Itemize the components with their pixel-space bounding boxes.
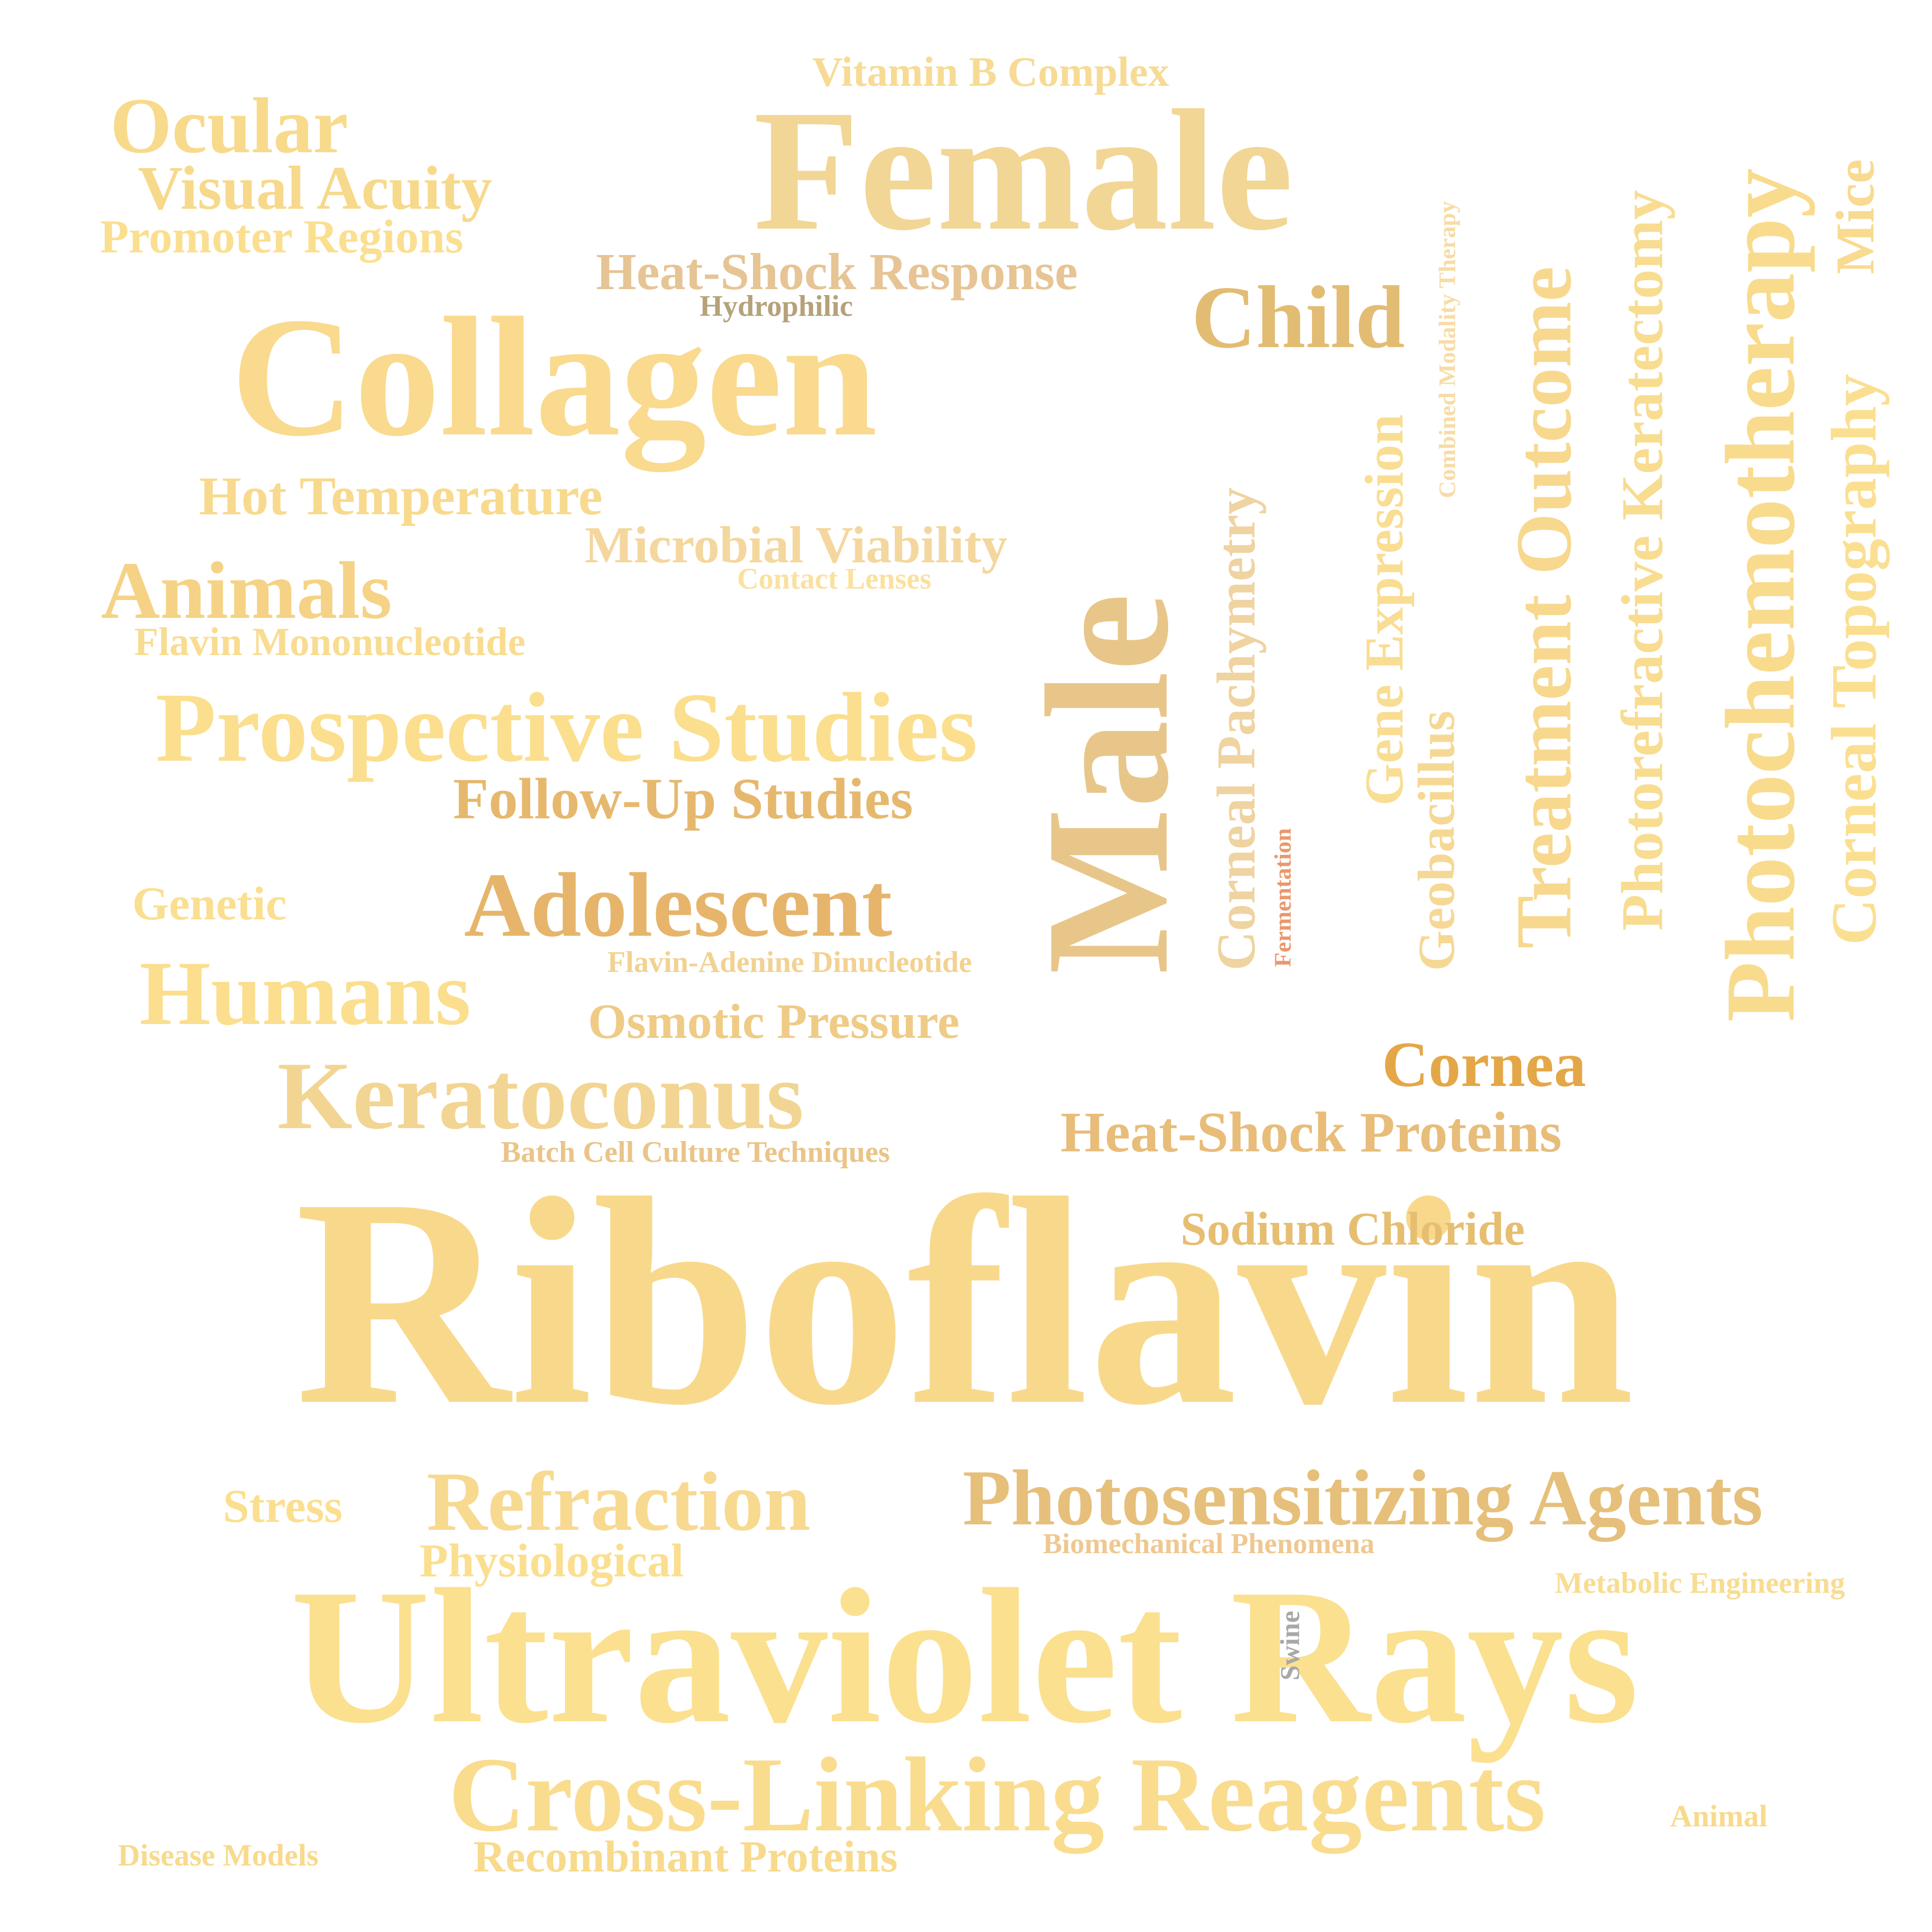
word-ultraviolet-rays: Ultraviolet Rays — [290, 1549, 1639, 1763]
word-gene-expression: Gene Expression — [1354, 414, 1415, 806]
word-flavin-mononucleotide: Flavin Mononucleotide — [134, 620, 526, 664]
word-mice: Mice — [1825, 159, 1886, 275]
word-cornea: Cornea — [1382, 1029, 1586, 1100]
word-hydrophilic: Hydrophilic — [699, 290, 853, 322]
word-child: Child — [1191, 268, 1405, 366]
word-metabolic-engineering: Metabolic Engineering — [1555, 1567, 1845, 1599]
word-batch-cell-culture-techniques: Batch Cell Culture Techniques — [501, 1136, 890, 1168]
word-keratoconus: Keratoconus — [277, 1042, 804, 1149]
word-corneal-pachymetry: Corneal Pachymetry — [1206, 487, 1267, 971]
word-contact-lenses: Contact Lenses — [737, 562, 932, 595]
word-photosensitizing-agents: Photosensitizing Agents — [962, 1453, 1763, 1542]
word-promoter-regions: Promoter Regions — [100, 210, 464, 263]
word-riboflavin: Riboflavin — [295, 1137, 1635, 1466]
word-visual-acuity: Visual Acuity — [138, 154, 493, 223]
word-collagen: Collagen — [231, 282, 877, 472]
word-refraction: Refraction — [427, 1455, 811, 1548]
word-flavin-adenine-dinucleotide: Flavin-Adenine Dinucleotide — [607, 946, 972, 978]
word-heat-shock-response: Heat-Shock Response — [596, 242, 1078, 301]
word-combined-modality-therapy: Combined Modality Therapy — [1434, 201, 1461, 498]
word-microbial-viability: Microbial Viability — [584, 515, 1008, 574]
word-vitamin-b-complex: Vitamin B Complex — [812, 48, 1169, 95]
word-physiological: Physiological — [419, 1534, 684, 1587]
word-hot-temperature: Hot Temperature — [199, 466, 603, 526]
word-geobacillus: Geobacillus — [1407, 710, 1465, 971]
word-sodium-chloride: Sodium Chloride — [1181, 1202, 1525, 1255]
word-ocular: Ocular — [110, 81, 348, 170]
word-adolescent: Adolescent — [464, 854, 892, 956]
word-humans: Humans — [139, 942, 471, 1044]
word-genetic: Genetic — [132, 877, 287, 930]
word-cross-linking-reagents: Cross-Linking Reagents — [448, 1735, 1546, 1854]
word-osmotic-pressure: Osmotic Pressure — [588, 994, 960, 1049]
word-animal: Animal — [1670, 1800, 1768, 1833]
word-disease-models: Disease Models — [118, 1839, 319, 1872]
word-corneal-topography: Corneal Topography — [1818, 373, 1890, 946]
word-fermentation: Fermentation — [1269, 828, 1296, 967]
word-photorefractive-keratectomy: Photorefractive Keratectomy — [1609, 190, 1675, 931]
word-biomechanical-phenomena: Biomechanical Phenomena — [1043, 1527, 1375, 1560]
word-prospective-studies: Prospective Studies — [155, 673, 978, 783]
word-male: Male — [1009, 593, 1205, 974]
word-stress: Stress — [223, 1479, 343, 1532]
word-recombinant-proteins: Recombinant Proteins — [473, 1832, 898, 1881]
word-follow-up-studies: Follow-Up Studies — [453, 766, 913, 831]
word-photochemotherapy: Photochemotherapy — [1705, 168, 1815, 1022]
word-swine: Swine — [1274, 1610, 1305, 1681]
word-treatment-outcome: Treatment Outcome — [1499, 266, 1588, 949]
word-animals: Animals — [101, 544, 392, 636]
word-female: Female — [753, 74, 1294, 266]
word-heat-shock-proteins: Heat-Shock Proteins — [1060, 1100, 1562, 1164]
